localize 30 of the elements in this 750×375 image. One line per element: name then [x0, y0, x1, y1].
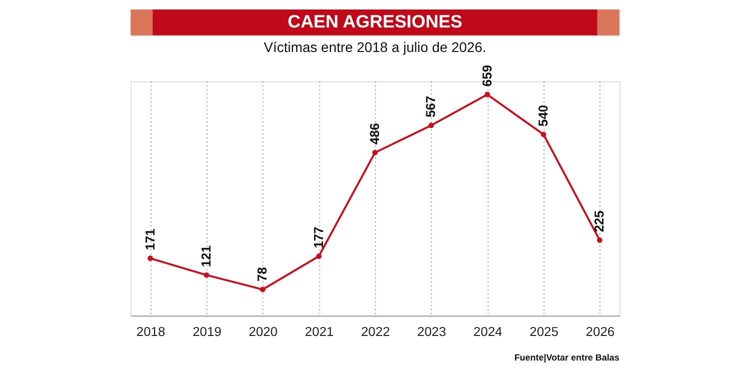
point — [596, 237, 602, 243]
point — [148, 256, 154, 261]
point — [428, 122, 434, 128]
x-tick-label: 2026 — [586, 324, 615, 340]
x-tick-label: 2019 — [192, 324, 222, 340]
data-label: 540 — [536, 104, 551, 126]
x-tick-label: 2022 — [361, 324, 390, 340]
data-label: 121 — [198, 245, 214, 268]
data-label: 659 — [479, 64, 494, 87]
point — [260, 286, 266, 292]
data-label: 78 — [254, 267, 270, 282]
x-tick-label: 2024 — [473, 324, 502, 340]
x-tick-label: 2025 — [530, 324, 558, 340]
data-label: 225 — [592, 210, 607, 232]
data-label: 486 — [366, 122, 382, 145]
x-tick-label: 2023 — [417, 324, 446, 340]
x-tick-label: 2018 — [136, 324, 166, 340]
data-label: 177 — [310, 226, 326, 248]
x-tick-label: 2021 — [304, 324, 334, 340]
data-label: 171 — [142, 228, 158, 250]
chart-subtitle: Víctimas entre 2018 a julio de 2026. — [264, 38, 486, 55]
point — [540, 132, 546, 138]
data-label: 567 — [423, 96, 438, 118]
x-tick-label: 2020 — [248, 324, 278, 340]
point — [484, 92, 490, 98]
point — [204, 272, 210, 278]
point — [316, 254, 322, 259]
source-note: Fuente|Votar entre Balas — [514, 352, 620, 363]
chart-title: CAEN AGRESIONES — [288, 11, 462, 32]
point — [372, 150, 378, 156]
